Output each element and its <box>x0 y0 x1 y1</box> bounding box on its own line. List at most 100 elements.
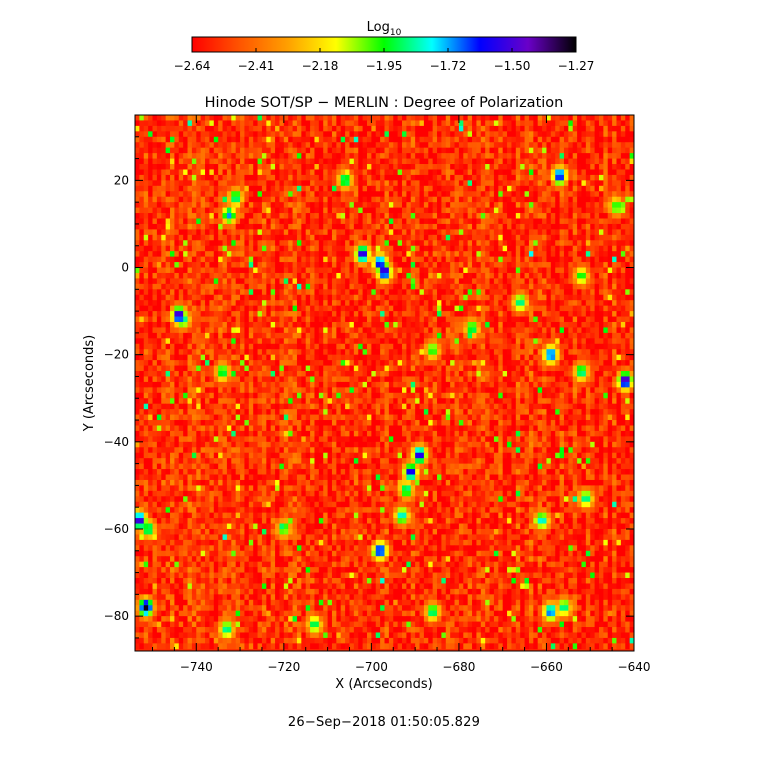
heatmap-cell <box>528 169 534 176</box>
heatmap-cell <box>454 251 460 257</box>
heatmap-cell <box>331 338 337 345</box>
heatmap-cell <box>410 267 416 274</box>
heatmap-cell <box>410 180 416 187</box>
heatmap-cell <box>327 262 333 268</box>
heatmap-cell <box>156 196 162 203</box>
heatmap-cell <box>511 213 517 219</box>
heatmap-cell <box>248 251 254 257</box>
heatmap-cell <box>472 158 477 165</box>
heatmap-cell <box>616 262 622 268</box>
heatmap-cell <box>240 294 245 301</box>
heatmap-cell <box>485 234 490 241</box>
heatmap-cell <box>423 300 429 306</box>
heatmap-cell <box>235 218 241 225</box>
heatmap-cell <box>218 256 223 263</box>
heatmap-cell <box>437 289 442 296</box>
heatmap-cell <box>358 191 363 198</box>
heatmap-cell <box>231 180 237 187</box>
heatmap-cell <box>515 262 521 268</box>
heatmap-cell <box>213 256 219 263</box>
heatmap-cell <box>585 158 591 165</box>
heatmap-cell <box>585 338 591 345</box>
heatmap-cell <box>156 153 162 159</box>
heatmap-cell <box>467 213 473 219</box>
heatmap-cell <box>441 305 447 312</box>
heatmap-cell <box>445 174 451 181</box>
heatmap-cell <box>200 267 206 274</box>
heatmap-cell <box>520 316 525 323</box>
heatmap-cell <box>366 289 372 296</box>
heatmap-cell <box>139 349 145 356</box>
heatmap-cell <box>402 207 407 214</box>
heatmap-cell <box>209 289 215 296</box>
heatmap-cell <box>205 158 210 165</box>
heatmap-cell <box>380 196 385 203</box>
heatmap-cell <box>336 136 342 143</box>
heatmap-cell <box>183 164 188 170</box>
heatmap-cell <box>410 213 416 219</box>
heatmap-cell <box>305 316 311 323</box>
heatmap-cell <box>257 332 263 339</box>
heatmap-cell <box>310 251 315 257</box>
heatmap-cell <box>279 164 285 170</box>
heatmap-cell <box>288 158 293 165</box>
heatmap-cell <box>248 316 254 323</box>
heatmap-cell <box>292 294 298 301</box>
heatmap-cell <box>310 202 315 208</box>
heatmap-cell <box>590 125 595 132</box>
heatmap-cell <box>275 300 280 306</box>
heatmap-cell <box>572 169 578 176</box>
heatmap-cell <box>156 267 162 274</box>
heatmap-cell <box>301 283 307 290</box>
heatmap-cell <box>572 142 578 149</box>
heatmap-cell <box>200 191 206 198</box>
heatmap-cell <box>463 180 469 187</box>
heatmap-cell <box>476 196 482 203</box>
heatmap-cell <box>388 234 394 241</box>
heatmap-cell <box>485 316 490 323</box>
heatmap-cell <box>406 251 412 257</box>
heatmap-cell <box>568 223 574 230</box>
heatmap-cell <box>563 321 569 328</box>
heatmap-cell <box>485 327 490 334</box>
heatmap-cell <box>598 223 604 230</box>
heatmap-cell <box>603 158 609 165</box>
heatmap-cell <box>222 213 228 219</box>
heatmap-cell <box>410 251 416 257</box>
heatmap-cell <box>218 338 223 345</box>
heatmap-cell <box>213 262 219 268</box>
heatmap-cell <box>261 300 267 306</box>
heatmap-cell <box>620 327 626 334</box>
heatmap-cell <box>358 180 363 187</box>
heatmap-cell <box>327 272 333 279</box>
heatmap-cell <box>590 136 595 143</box>
heatmap-cell <box>279 218 285 225</box>
heatmap-cell <box>191 202 197 208</box>
heatmap-cell <box>625 229 630 236</box>
heatmap-cell <box>437 294 442 301</box>
heatmap-cell <box>244 283 250 290</box>
heatmap-cell <box>515 218 521 225</box>
heatmap-cell <box>577 153 582 159</box>
heatmap-cell <box>493 125 499 132</box>
heatmap-cell <box>511 174 517 181</box>
heatmap-cell <box>196 142 202 149</box>
heatmap-cell <box>366 343 372 350</box>
heatmap-cell <box>437 245 442 252</box>
heatmap-cell <box>428 207 433 214</box>
heatmap-cell <box>616 343 622 350</box>
heatmap-cell <box>546 185 552 192</box>
heatmap-cell <box>485 294 490 301</box>
heatmap-cell <box>625 283 630 290</box>
heatmap-cell <box>165 327 171 334</box>
heatmap-cell <box>135 256 140 263</box>
heatmap-cell <box>533 267 539 274</box>
heatmap-cell <box>458 245 464 252</box>
heatmap-cell <box>152 289 158 296</box>
heatmap-cell <box>218 174 223 181</box>
heatmap-cell <box>550 120 556 127</box>
heatmap-cell <box>380 185 385 192</box>
heatmap-cell <box>183 305 188 312</box>
heatmap-cell <box>156 262 162 268</box>
heatmap-cell <box>213 311 219 317</box>
